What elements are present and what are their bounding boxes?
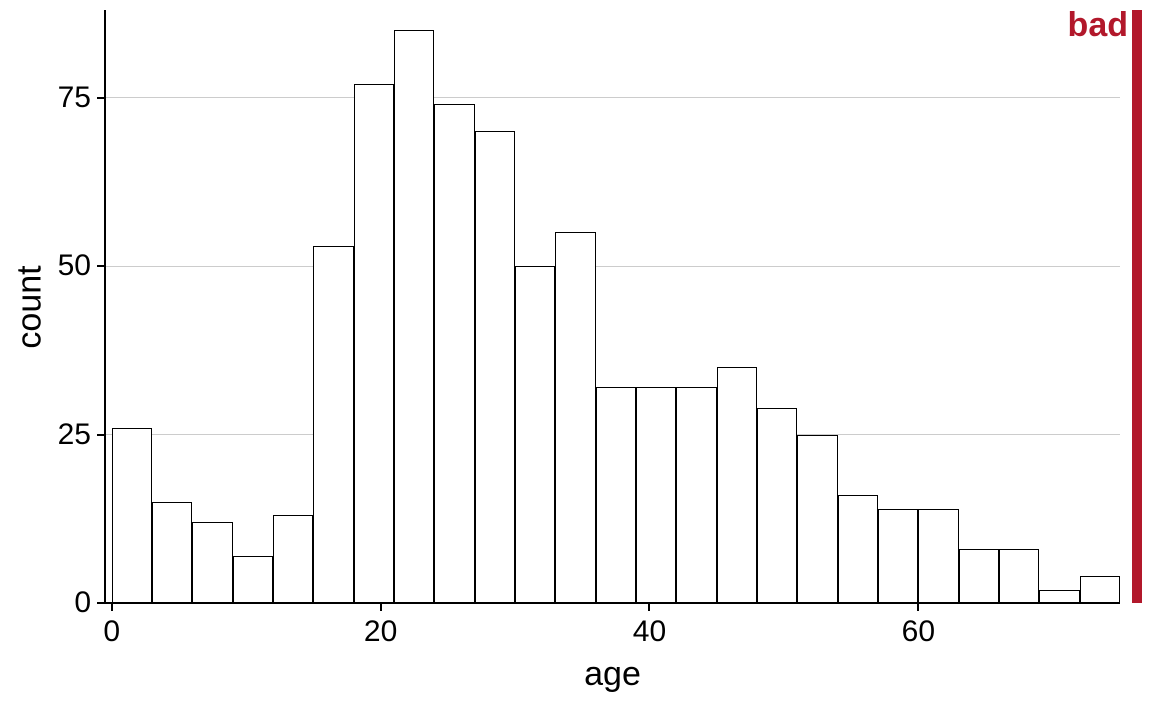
x-axis-title: age — [584, 655, 641, 694]
y-tick-label: 25 — [58, 418, 91, 452]
histogram-chart: count age bad 0 25 50 75 0 20 40 60 — [0, 0, 1152, 711]
histogram-bar — [273, 515, 313, 603]
histogram-bar — [434, 104, 474, 603]
badge-label: bad — [1068, 6, 1128, 45]
x-tick-mark — [380, 603, 382, 611]
histogram-bar — [757, 408, 797, 603]
histogram-bar — [838, 495, 878, 603]
histogram-bar — [636, 387, 676, 603]
histogram-bar — [354, 84, 394, 603]
y-axis-line — [104, 10, 106, 603]
x-axis-line — [105, 602, 1120, 604]
histogram-bar — [233, 556, 273, 603]
histogram-bar — [192, 522, 232, 603]
histogram-bar — [596, 387, 636, 603]
gridline — [105, 97, 1120, 98]
histogram-bar — [1039, 590, 1079, 603]
histogram-bar — [797, 435, 837, 603]
y-tick-label: 75 — [58, 81, 91, 115]
x-tick-label: 0 — [103, 615, 120, 649]
histogram-bar — [999, 549, 1039, 603]
histogram-bar — [515, 266, 555, 603]
x-tick-label: 60 — [902, 615, 935, 649]
histogram-bar — [918, 509, 958, 603]
histogram-bar — [394, 30, 434, 603]
y-tick-label: 50 — [58, 249, 91, 283]
gridline — [105, 266, 1120, 267]
x-tick-mark — [111, 603, 113, 611]
histogram-bar — [152, 502, 192, 603]
histogram-bar — [878, 509, 918, 603]
y-tick-mark — [97, 602, 105, 604]
histogram-bar — [313, 246, 353, 603]
y-tick-mark — [97, 265, 105, 267]
y-tick-label: 0 — [74, 586, 91, 620]
x-tick-label: 20 — [364, 615, 397, 649]
y-tick-mark — [97, 434, 105, 436]
y-axis-title: count — [11, 265, 50, 348]
histogram-bar — [959, 549, 999, 603]
badge-bar — [1132, 10, 1142, 603]
histogram-bar — [112, 428, 152, 603]
histogram-bar — [1080, 576, 1120, 603]
plot-area — [105, 10, 1120, 603]
y-tick-mark — [97, 97, 105, 99]
histogram-bar — [676, 387, 716, 603]
x-tick-mark — [648, 603, 650, 611]
histogram-bar — [475, 131, 515, 603]
histogram-bar — [717, 367, 757, 603]
x-tick-mark — [917, 603, 919, 611]
x-tick-label: 40 — [633, 615, 666, 649]
histogram-bar — [555, 232, 595, 603]
